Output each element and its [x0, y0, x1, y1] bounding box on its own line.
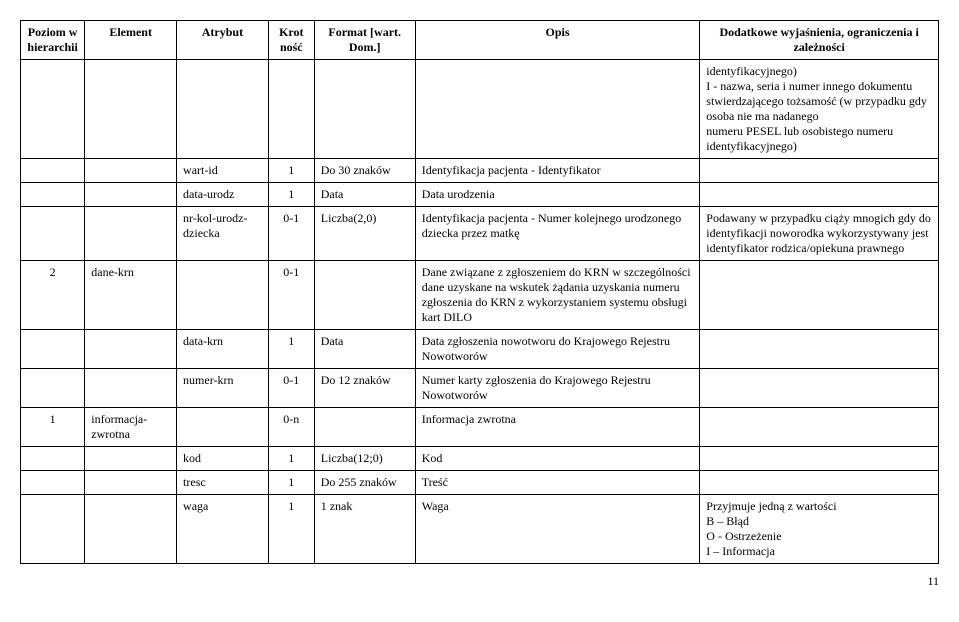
cell-poziom: [21, 159, 85, 183]
cell-opis: Data zgłoszenia nowotworu do Krajowego R…: [415, 330, 700, 369]
table-row: waga11 znakWagaPrzyjmuje jedną z wartośc…: [21, 495, 939, 564]
header-poziom: Poziom w hierarchii: [21, 21, 85, 60]
cell-krot: 1: [268, 471, 314, 495]
cell-format: [314, 408, 415, 447]
header-opis: Opis: [415, 21, 700, 60]
cell-krot: 1: [268, 159, 314, 183]
cell-krot: 0-1: [268, 369, 314, 408]
cell-format: Do 12 znaków: [314, 369, 415, 408]
cell-dodatkowe: [700, 261, 939, 330]
table-row: data-krn1DataData zgłoszenia nowotworu d…: [21, 330, 939, 369]
cell-opis: Numer karty zgłoszenia do Krajowego Reje…: [415, 369, 700, 408]
cell-element: [85, 159, 177, 183]
cell-atrybut: wart-id: [177, 159, 269, 183]
header-dodatkowe: Dodatkowe wyjaśnienia, ograniczenia i za…: [700, 21, 939, 60]
cell-format: Data: [314, 183, 415, 207]
cell-poziom: [21, 495, 85, 564]
cell-poziom: [21, 330, 85, 369]
cell-element: dane-krn: [85, 261, 177, 330]
cell-opis: Informacja zwrotna: [415, 408, 700, 447]
cell-opis: Waga: [415, 495, 700, 564]
table-row: data-urodz1DataData urodzenia: [21, 183, 939, 207]
header-atrybut: Atrybut: [177, 21, 269, 60]
cell-poziom: [21, 60, 85, 159]
cell-format: Do 255 znaków: [314, 471, 415, 495]
cell-opis: Identyfikacja pacjenta - Numer kolejnego…: [415, 207, 700, 261]
cell-opis: Kod: [415, 447, 700, 471]
header-krot: Krot ność: [268, 21, 314, 60]
data-table: Poziom w hierarchii Element Atrybut Krot…: [20, 20, 939, 564]
cell-atrybut: [177, 408, 269, 447]
cell-dodatkowe: [700, 159, 939, 183]
cell-element: [85, 447, 177, 471]
cell-format: Data: [314, 330, 415, 369]
cell-poziom: [21, 447, 85, 471]
table-row: nr-kol-urodz-dziecka0-1Liczba(2,0)Identy…: [21, 207, 939, 261]
cell-format: [314, 60, 415, 159]
table-row: wart-id1Do 30 znakówIdentyfikacja pacjen…: [21, 159, 939, 183]
cell-atrybut: data-urodz: [177, 183, 269, 207]
cell-atrybut: [177, 60, 269, 159]
cell-atrybut: waga: [177, 495, 269, 564]
table-row: numer-krn0-1Do 12 znakówNumer karty zgło…: [21, 369, 939, 408]
cell-krot: 1: [268, 495, 314, 564]
cell-element: [85, 330, 177, 369]
cell-element: [85, 183, 177, 207]
header-format: Format [wart. Dom.]: [314, 21, 415, 60]
table-row: identyfikacyjnego)I - nazwa, seria i num…: [21, 60, 939, 159]
cell-element: [85, 471, 177, 495]
cell-format: [314, 261, 415, 330]
cell-format: Do 30 znaków: [314, 159, 415, 183]
cell-krot: 1: [268, 183, 314, 207]
table-row: 2dane-krn 0-1 Dane związane z zgłoszeniem …: [21, 261, 939, 330]
cell-krot: 0-1: [268, 261, 314, 330]
cell-krot: 1: [268, 447, 314, 471]
page-number: 11: [20, 574, 939, 589]
cell-krot: 0-1: [268, 207, 314, 261]
cell-dodatkowe: [700, 369, 939, 408]
cell-format: Liczba(2,0): [314, 207, 415, 261]
cell-opis: Dane związane z zgłoszeniem do KRN w szc…: [415, 261, 700, 330]
header-row: Poziom w hierarchii Element Atrybut Krot…: [21, 21, 939, 60]
header-element: Element: [85, 21, 177, 60]
cell-element: [85, 207, 177, 261]
cell-poziom: 2: [21, 261, 85, 330]
cell-atrybut: tresc: [177, 471, 269, 495]
cell-dodatkowe: identyfikacyjnego)I - nazwa, seria i num…: [700, 60, 939, 159]
cell-format: 1 znak: [314, 495, 415, 564]
cell-dodatkowe: [700, 408, 939, 447]
cell-element: [85, 60, 177, 159]
table-row: 1informacja-zwrotna 0-n Informacja zwrotna: [21, 408, 939, 447]
cell-atrybut: kod: [177, 447, 269, 471]
table-row: kod1Liczba(12;0)Kod: [21, 447, 939, 471]
cell-format: Liczba(12;0): [314, 447, 415, 471]
cell-atrybut: nr-kol-urodz-dziecka: [177, 207, 269, 261]
cell-poziom: [21, 369, 85, 408]
cell-element: [85, 369, 177, 408]
cell-krot: 0-n: [268, 408, 314, 447]
cell-atrybut: data-krn: [177, 330, 269, 369]
cell-element: [85, 495, 177, 564]
cell-poziom: 1: [21, 408, 85, 447]
cell-dodatkowe: [700, 447, 939, 471]
cell-krot: [268, 60, 314, 159]
cell-dodatkowe: [700, 183, 939, 207]
cell-poziom: [21, 183, 85, 207]
cell-atrybut: numer-krn: [177, 369, 269, 408]
table-row: tresc1Do 255 znakówTreść: [21, 471, 939, 495]
cell-opis: Treść: [415, 471, 700, 495]
cell-poziom: [21, 471, 85, 495]
cell-opis: [415, 60, 700, 159]
cell-poziom: [21, 207, 85, 261]
cell-dodatkowe: [700, 330, 939, 369]
cell-krot: 1: [268, 330, 314, 369]
cell-dodatkowe: Podawany w przypadku ciąży mnogich gdy d…: [700, 207, 939, 261]
cell-opis: Identyfikacja pacjenta - Identyfikator: [415, 159, 700, 183]
cell-opis: Data urodzenia: [415, 183, 700, 207]
cell-atrybut: [177, 261, 269, 330]
cell-dodatkowe: Przyjmuje jedną z wartościB – BłądO - Os…: [700, 495, 939, 564]
cell-element: informacja-zwrotna: [85, 408, 177, 447]
cell-dodatkowe: [700, 471, 939, 495]
